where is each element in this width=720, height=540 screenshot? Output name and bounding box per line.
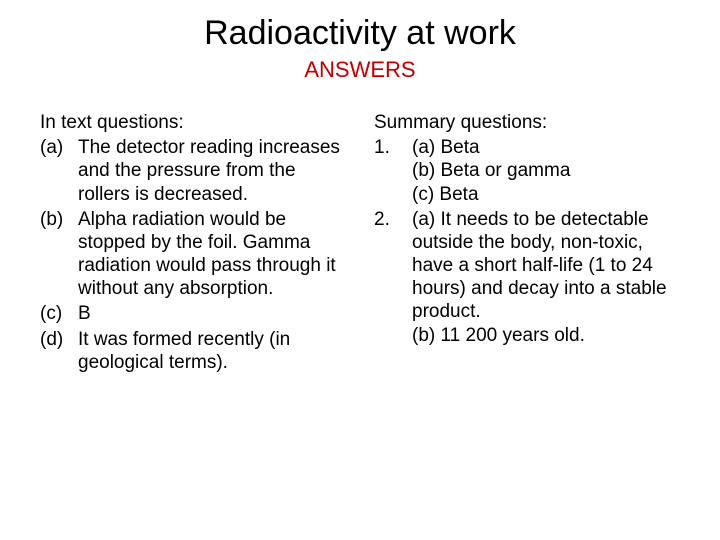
item-text: It was formed recently (in geological te… bbox=[78, 328, 346, 374]
sub-line: (b) Beta or gamma bbox=[412, 159, 680, 182]
sub-line: (a) Beta bbox=[412, 136, 680, 159]
item-text: Alpha radiation would be stopped by the … bbox=[78, 208, 346, 301]
left-column: In text questions: (a) The detector read… bbox=[40, 111, 346, 376]
item-label: (a) bbox=[40, 136, 78, 206]
item-text: (a) It needs to be detectable outside th… bbox=[412, 208, 680, 347]
list-item: (b) Alpha radiation would be stopped by … bbox=[40, 208, 346, 301]
sub-line: (b) 11 200 years old. bbox=[412, 324, 680, 347]
item-text: B bbox=[78, 302, 346, 325]
right-heading: Summary questions: bbox=[374, 111, 680, 134]
item-label: 1. bbox=[374, 136, 412, 206]
list-item: 1. (a) Beta (b) Beta or gamma (c) Beta bbox=[374, 136, 680, 206]
item-label: (c) bbox=[40, 302, 78, 325]
sub-line: (a) It needs to be detectable outside th… bbox=[412, 208, 680, 324]
item-text: The detector reading increases and the p… bbox=[78, 136, 346, 206]
item-label: (b) bbox=[40, 208, 78, 301]
item-text: (a) Beta (b) Beta or gamma (c) Beta bbox=[412, 136, 680, 206]
item-label: (d) bbox=[40, 328, 78, 374]
list-item: 2. (a) It needs to be detectable outside… bbox=[374, 208, 680, 347]
right-column: Summary questions: 1. (a) Beta (b) Beta … bbox=[374, 111, 680, 376]
sub-line: (c) Beta bbox=[412, 183, 680, 206]
page-title: Radioactivity at work bbox=[40, 14, 680, 53]
list-item: (d) It was formed recently (in geologica… bbox=[40, 328, 346, 374]
content-columns: In text questions: (a) The detector read… bbox=[40, 111, 680, 376]
item-label: 2. bbox=[374, 208, 412, 347]
list-item: (a) The detector reading increases and t… bbox=[40, 136, 346, 206]
list-item: (c) B bbox=[40, 302, 346, 325]
answers-subtitle: ANSWERS bbox=[40, 57, 680, 83]
left-heading: In text questions: bbox=[40, 111, 346, 134]
